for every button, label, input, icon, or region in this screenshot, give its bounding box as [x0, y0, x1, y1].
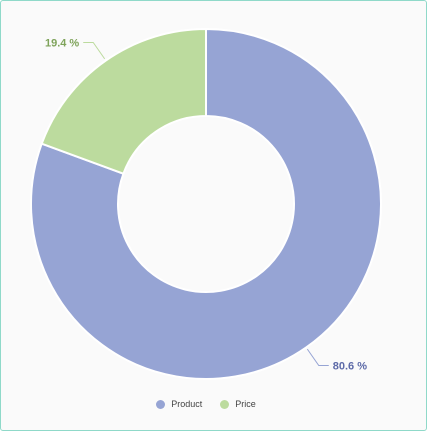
legend-swatch-price [220, 399, 230, 409]
leader-line-product [306, 348, 329, 367]
legend: Product Price [1, 399, 411, 409]
data-label-product: 80.6 % [333, 361, 367, 373]
legend-item-price[interactable]: Price [220, 399, 256, 409]
data-label-price: 19.4 % [45, 37, 79, 49]
leader-line-price [83, 41, 106, 60]
donut-slice-product[interactable] [30, 27, 382, 380]
legend-swatch-product [156, 399, 166, 409]
donut-slice-price[interactable] [40, 27, 207, 175]
legend-label-price: Price [235, 399, 256, 409]
legend-item-product[interactable]: Product [156, 399, 202, 409]
legend-label-product: Product [171, 399, 203, 409]
